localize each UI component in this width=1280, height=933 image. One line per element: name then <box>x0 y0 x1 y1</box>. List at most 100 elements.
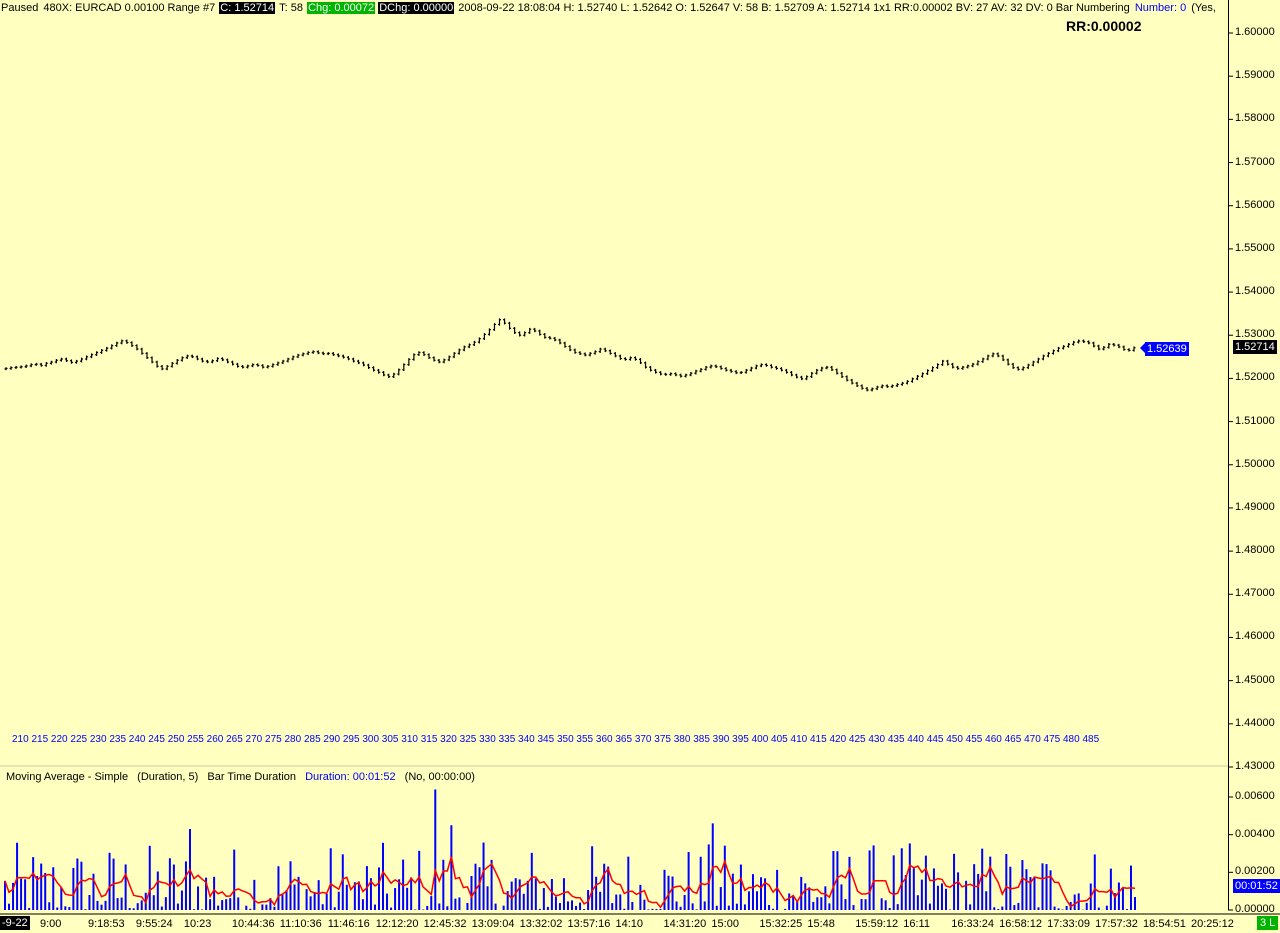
price-bar <box>578 351 582 356</box>
duration-bar <box>1045 864 1048 910</box>
duration-bar <box>932 868 935 910</box>
duration-bar <box>1001 906 1004 910</box>
price-bar <box>734 370 738 375</box>
bar-number-value: Number: 0 <box>1134 2 1187 14</box>
duration-bar <box>414 909 417 910</box>
price-bar <box>407 358 411 366</box>
duration-bar <box>373 904 376 910</box>
time-axis-label: 16:11 <box>903 918 930 930</box>
price-bar <box>472 340 476 347</box>
duration-bar <box>1013 905 1016 910</box>
duration-bar <box>56 907 59 910</box>
price-bar <box>633 356 637 361</box>
price-bar <box>4 367 8 371</box>
price-bar <box>639 358 642 365</box>
duration-bar <box>221 900 224 910</box>
duration-bar <box>160 906 163 910</box>
time-axis-label: 10:44:36 <box>231 918 275 930</box>
duration-bar <box>116 898 119 910</box>
price-bar <box>462 345 466 352</box>
duration-bar <box>603 863 606 910</box>
duration-bar <box>888 908 891 910</box>
price-bar <box>1021 366 1025 371</box>
duration-bar <box>458 897 461 910</box>
price-bar <box>513 327 517 334</box>
duration-bar <box>233 849 236 910</box>
duration-bar <box>84 909 87 910</box>
duration-bar <box>454 898 457 910</box>
duration-bar <box>760 877 763 910</box>
price-bar <box>1122 345 1126 351</box>
duration-bar <box>908 843 911 910</box>
price-bar <box>523 331 527 337</box>
price-bar <box>664 372 668 376</box>
price-bar <box>125 339 129 344</box>
close-value: C: 1.52714 <box>219 2 276 14</box>
price-bar <box>39 362 43 367</box>
price-bar <box>301 352 305 357</box>
duration-bar <box>406 887 409 910</box>
duration-bar <box>1121 887 1124 910</box>
marker-price-tag: 1.52639 <box>1145 342 1189 356</box>
price-bar <box>659 371 663 376</box>
price-bar <box>709 364 713 369</box>
price-bar <box>387 373 391 378</box>
time-axis-label: 9:18:53 <box>87 918 125 930</box>
duration-bar <box>36 876 39 910</box>
price-bar <box>795 373 799 379</box>
duration-bar <box>579 902 582 910</box>
indicator-name: Moving Average - Simple <box>6 771 129 783</box>
duration-bar <box>478 867 481 910</box>
duration-bar <box>96 900 99 910</box>
price-bar <box>452 352 456 359</box>
price-bar <box>915 374 919 381</box>
price-bar <box>1102 346 1106 351</box>
price-bar <box>518 331 522 337</box>
duration-bar <box>285 890 288 910</box>
chart-header: Paused 480X: EURCAD 0.00100 Range #7 C: … <box>0 0 1228 16</box>
price-bar <box>351 357 355 363</box>
duration-bar <box>836 851 839 910</box>
duration-bar <box>973 864 976 910</box>
price-bar <box>120 339 124 345</box>
duration-bar <box>562 878 565 910</box>
duration-bar <box>313 892 316 910</box>
price-tick-label: 1.59000 <box>1235 69 1275 82</box>
duration-bar <box>944 888 947 910</box>
price-bar <box>1132 346 1136 352</box>
price-bar <box>155 360 159 368</box>
duration-bar <box>225 899 228 910</box>
price-bar <box>241 365 245 369</box>
duration-bar <box>168 858 171 910</box>
duration-bar <box>510 881 513 910</box>
price-bar <box>110 344 114 350</box>
duration-bar <box>651 908 654 910</box>
duration-bar <box>325 893 328 910</box>
price-bar <box>1011 362 1015 369</box>
price-bar <box>231 360 235 366</box>
price-bar <box>331 352 335 356</box>
duration-bar <box>808 887 811 910</box>
duration-bar <box>104 900 107 910</box>
indicator-current-tag: 00:01:52 <box>1233 879 1280 893</box>
duration-bar <box>896 904 899 910</box>
time-axis-label: 16:58:12 <box>999 918 1042 930</box>
price-bar <box>815 368 819 375</box>
duration-bar <box>217 905 220 910</box>
time-axis-label: 14:10 <box>615 918 644 930</box>
duration-bar <box>719 887 722 910</box>
duration-bar <box>768 904 771 910</box>
duration-bar <box>599 891 602 910</box>
time-axis[interactable]: -9-22 3 L 9:00 9:18:53 9:55:24 10:23 10:44:3… <box>0 915 1280 933</box>
time-axis-label: 13:57:16 <box>567 918 611 930</box>
price-bar <box>1107 343 1111 349</box>
price-bar <box>618 354 622 360</box>
moving-average-line <box>4 856 1136 909</box>
price-bar <box>810 371 814 378</box>
duration-bar <box>1049 870 1052 910</box>
duration-bar <box>884 900 887 910</box>
price-bar <box>321 351 325 356</box>
duration-bar <box>639 884 642 910</box>
price-bar <box>226 358 230 364</box>
